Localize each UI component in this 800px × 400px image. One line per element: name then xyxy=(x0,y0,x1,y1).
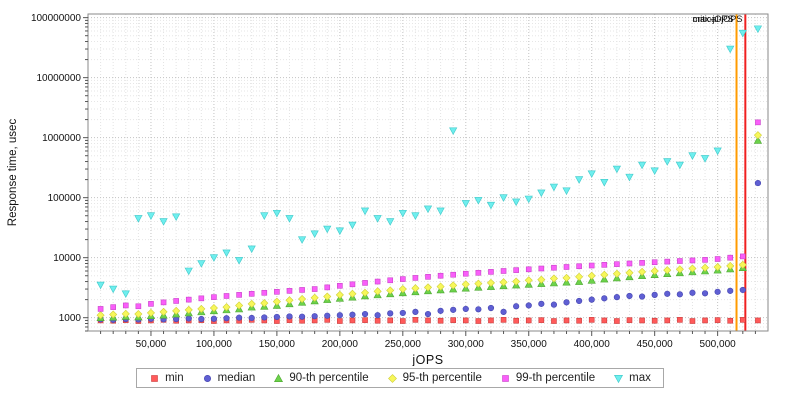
legend-label: median xyxy=(217,372,256,384)
legend-label: 90-th percentile xyxy=(289,372,369,384)
y-tick-label: 100000000 xyxy=(31,13,81,24)
y-axis-title: Response time, usec xyxy=(7,119,19,227)
x-tick-label: 200,000 xyxy=(322,339,359,350)
x-tick-label: 250,000 xyxy=(385,339,422,350)
legend-item-min: min xyxy=(149,372,184,384)
legend-label: 95-th percentile xyxy=(402,372,482,384)
legend-item-max: max xyxy=(613,372,651,384)
x-tick-label: 500,000 xyxy=(700,339,737,350)
series-median-points xyxy=(97,179,762,323)
chart-plot-svg: 50,000 100,000 150,000 200,000 250,000 300,00… xyxy=(7,13,769,366)
x-tick-label: 50,000 xyxy=(136,339,167,350)
legend-label: 99-th percentile xyxy=(515,372,596,384)
y-tick-label: 100000 xyxy=(48,193,82,204)
annotation-lines xyxy=(735,14,747,331)
y-tick-label: 1000000 xyxy=(42,133,81,144)
series-95-th-percentile-points xyxy=(96,131,762,320)
legend-item-99-th-percentile: 99-th percentile xyxy=(500,372,595,384)
legend-marker-square-icon xyxy=(151,374,158,382)
x-axis-title: jOPS xyxy=(411,353,443,366)
series-99-th-percentile-points xyxy=(97,119,761,312)
chart-legend: min median 90-th percentile 95-th percentil… xyxy=(136,368,664,388)
legend-label: max xyxy=(629,372,651,384)
legend-marker-square-icon xyxy=(502,374,509,382)
x-tick-label: 100,000 xyxy=(196,339,233,350)
legend-marker-diamond-icon xyxy=(387,373,397,383)
legend-label: min xyxy=(165,372,184,384)
vline-label-max-jOPS: max-jOPS xyxy=(693,14,734,24)
series-max-points xyxy=(96,25,763,299)
x-tick-label: 150,000 xyxy=(259,339,296,350)
legend-item-90-th-percentile: 90-th percentile xyxy=(273,372,369,384)
y-tick-label: 10000 xyxy=(53,253,81,264)
legend-marker-circle-icon xyxy=(203,374,211,382)
axis-ticks xyxy=(83,17,756,336)
x-tick-label: 450,000 xyxy=(637,339,674,350)
x-tick-label: 350,000 xyxy=(511,339,548,350)
x-tick-label: 400,000 xyxy=(574,339,611,350)
y-tick-label: 1000 xyxy=(59,313,82,324)
vline-label-critical-jOPS: critical-jOPS xyxy=(693,14,743,24)
x-tick-label: 300,000 xyxy=(448,339,485,350)
legend-marker-triangle-up-icon xyxy=(274,373,284,382)
axis-tick-labels: 50,000 100,000 150,000 200,000 250,000 300,00… xyxy=(31,13,736,350)
y-tick-label: 10000000 xyxy=(37,73,82,84)
legend-marker-triangle-down-icon xyxy=(614,374,624,383)
legend-item-95-th-percentile: 95-th percentile xyxy=(387,372,482,384)
legend-item-median: median xyxy=(202,372,256,384)
